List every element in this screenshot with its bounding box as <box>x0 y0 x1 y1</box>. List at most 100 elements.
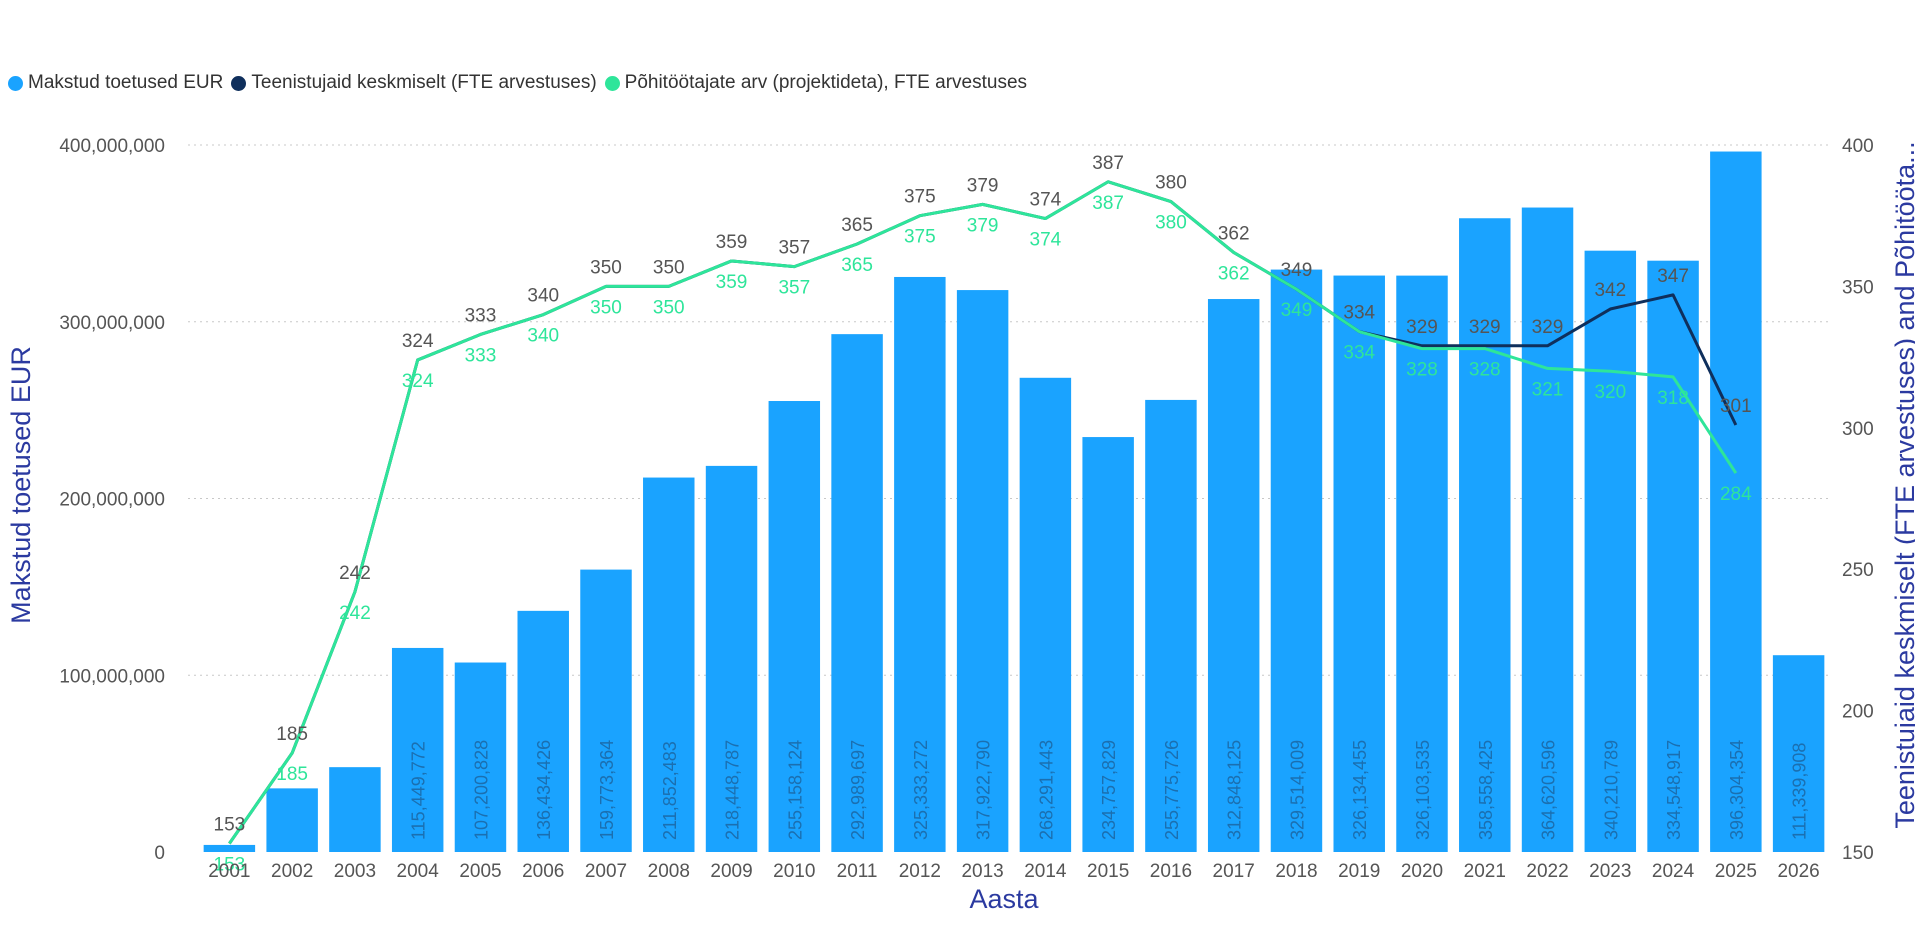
legend-dot-employees <box>231 75 247 91</box>
employees-data-label: 365 <box>841 215 873 236</box>
bar <box>643 477 695 852</box>
bar-data-label: 234,757,829 <box>1099 740 1119 840</box>
x-tick-label: 2015 <box>1087 861 1129 882</box>
line-series <box>228 180 1738 845</box>
employees-data-label: 329 <box>1406 317 1438 338</box>
x-tick-label: 2005 <box>459 861 501 882</box>
bar <box>1270 269 1323 852</box>
employees-data-label: 374 <box>1030 190 1062 211</box>
bar <box>580 569 632 852</box>
gridlines <box>188 144 1830 676</box>
core-staff-data-label: 185 <box>276 764 308 785</box>
x-tick-label: 2024 <box>1652 861 1695 882</box>
legend-item-bars[interactable]: Makstud toetused EUR <box>8 72 223 94</box>
x-tick-label: 2001 <box>208 861 250 882</box>
core-staff-data-label: 359 <box>716 272 748 293</box>
bar-data-label: 107,200,828 <box>471 740 491 840</box>
x-tick-label: 2008 <box>648 861 690 882</box>
bar-data-label: 326,134,455 <box>1350 740 1370 840</box>
bar <box>894 276 946 852</box>
bar <box>391 647 444 852</box>
bar <box>1082 437 1134 852</box>
y-left-axis-title: Makstud toetused EUR <box>6 346 36 624</box>
x-tick-label: 2003 <box>334 861 376 882</box>
core-staff-data-label: 321 <box>1532 379 1564 400</box>
bar <box>956 290 1009 852</box>
bar <box>1019 377 1072 852</box>
x-tick-label: 2002 <box>271 861 313 882</box>
bar <box>705 465 758 852</box>
employees-data-label: 375 <box>904 187 936 208</box>
core-staff-data-label: 379 <box>967 215 999 236</box>
legend-label-employees: Teenistujaid keskmiselt (FTE arvestuses) <box>251 72 597 93</box>
bar-data-label: 358,558,425 <box>1476 740 1496 840</box>
bar <box>203 844 256 852</box>
bar-data-labels: 115,449,772 107,200,828 136,434,426 159,773… <box>409 740 1810 840</box>
employees-data-label: 340 <box>527 286 559 307</box>
x-tick-label: 2016 <box>1150 861 1192 882</box>
bar-data-label: 218,448,787 <box>723 740 743 840</box>
bar-data-label: 325,333,272 <box>911 740 931 840</box>
bar-data-label: 111,339,908 <box>1790 743 1810 840</box>
bar <box>1584 250 1637 852</box>
employees-data-label: 357 <box>778 238 810 259</box>
bar-data-label: 292,989,697 <box>848 740 868 840</box>
legend-item-core-staff[interactable]: Põhitöötajate arv (projektideta), FTE ar… <box>604 72 1027 94</box>
x-tick-label: 2019 <box>1338 861 1380 882</box>
core-staff-data-label: 375 <box>904 227 936 248</box>
legend-label-bars: Makstud toetused EUR <box>28 72 224 93</box>
employees-data-label: 379 <box>967 175 999 196</box>
x-tick-label: 2021 <box>1464 861 1506 882</box>
employees-data-label: 301 <box>1720 396 1752 417</box>
employees-data-label: 329 <box>1469 317 1501 338</box>
core-staff-data-label: 328 <box>1469 360 1501 381</box>
bar-data-label: 211,852,483 <box>660 741 680 840</box>
bar-data-label: 329,514,009 <box>1287 740 1307 840</box>
x-tick-label: 2004 <box>397 861 440 882</box>
core-staff-data-label: 340 <box>527 326 559 347</box>
x-tick-label: 2022 <box>1526 861 1568 882</box>
employees-data-label: 333 <box>465 305 497 326</box>
chart-legend: Makstud toetused EUR Teenistujaid keskmi… <box>8 72 1035 94</box>
employees-data-label: 380 <box>1155 173 1187 194</box>
bar-data-label: 159,773,364 <box>597 740 617 840</box>
bar-series <box>203 151 1825 853</box>
bar <box>1459 218 1511 852</box>
bar <box>1207 299 1260 853</box>
bar-data-label: 255,158,124 <box>785 740 805 840</box>
core-staff-data-label: 284 <box>1720 484 1752 505</box>
bar-data-label: 312,848,125 <box>1225 740 1245 840</box>
y-left-tick-label: 100,000,000 <box>59 666 165 687</box>
employees-data-label: 387 <box>1092 153 1124 174</box>
core-staff-data-label: 320 <box>1594 382 1626 403</box>
y-right-tick-label: 350 <box>1842 277 1874 298</box>
employees-data-label: 347 <box>1657 266 1689 287</box>
core-staff-data-label: 328 <box>1406 360 1438 381</box>
bar <box>1333 275 1385 852</box>
x-tick-label: 2020 <box>1401 861 1443 882</box>
bar <box>329 767 381 852</box>
bar <box>266 788 318 852</box>
x-tick-label: 2006 <box>522 861 564 882</box>
bar-data-label: 268,291,443 <box>1036 740 1056 840</box>
bar <box>1145 399 1197 852</box>
employees-data-label: 329 <box>1532 317 1564 338</box>
bar <box>1521 207 1574 853</box>
y-right-tick-label: 400 <box>1842 136 1874 157</box>
bar-data-label: 364,620,596 <box>1539 740 1559 840</box>
x-tick-label: 2014 <box>1024 861 1067 882</box>
x-tick-label: 2017 <box>1213 861 1255 882</box>
core-staff-data-label: 349 <box>1281 300 1313 321</box>
bar-data-label: 136,434,426 <box>534 740 554 840</box>
legend-item-employees[interactable]: Teenistujaid keskmiselt (FTE arvestuses) <box>231 72 597 94</box>
x-tick-label: 2012 <box>899 861 941 882</box>
core-staff-data-label: 387 <box>1092 193 1124 214</box>
legend-dot-core-staff <box>604 75 620 91</box>
bar <box>768 401 821 852</box>
bar-data-label: 115,449,772 <box>409 741 429 840</box>
x-tick-label: 2010 <box>773 861 815 882</box>
bar-data-label: 255,775,726 <box>1162 740 1182 840</box>
bar <box>454 662 507 852</box>
y-left-tick-label: 400,000,000 <box>59 136 165 157</box>
